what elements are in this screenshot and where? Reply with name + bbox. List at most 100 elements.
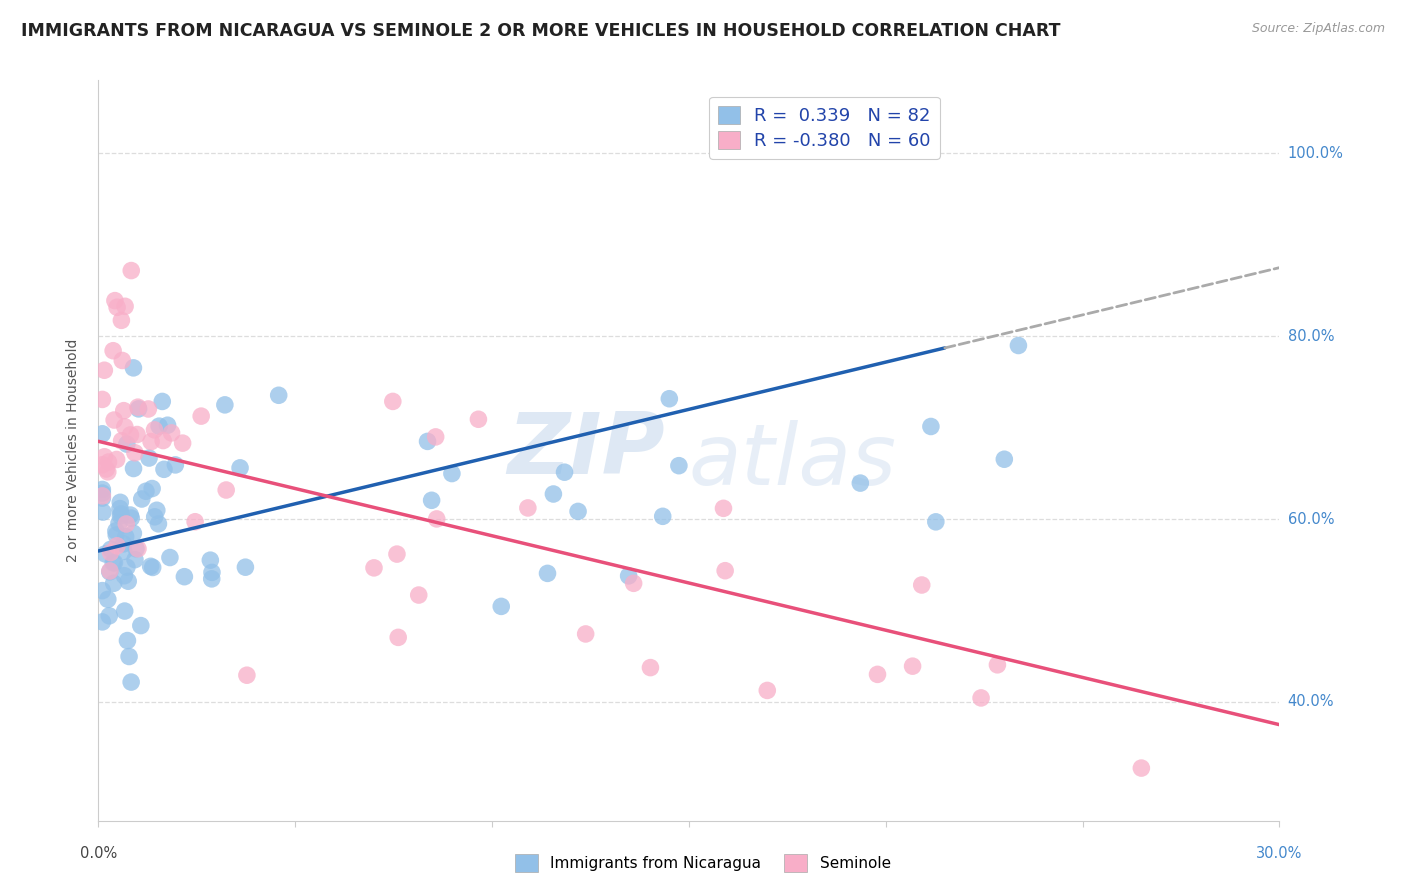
Point: [425, 430, 447, 444]
Point: [420, 493, 443, 508]
Point: [201, 572, 224, 586]
Point: [849, 476, 872, 491]
Point: [93, 363, 115, 377]
Point: [146, 503, 169, 517]
Point: [640, 660, 662, 674]
Point: [152, 434, 174, 448]
Point: [416, 434, 439, 449]
Point: [200, 553, 222, 567]
Point: [139, 559, 162, 574]
Point: [866, 667, 889, 681]
Point: [713, 501, 735, 516]
Point: [127, 541, 149, 556]
Text: 0.0%: 0.0%: [80, 846, 117, 861]
Text: Source: ZipAtlas.com: Source: ZipAtlas.com: [1251, 22, 1385, 36]
Point: [104, 524, 127, 538]
Point: [617, 569, 640, 583]
Point: [567, 504, 589, 518]
Point: [105, 452, 128, 467]
Point: [986, 657, 1008, 672]
Point: [141, 482, 163, 496]
Point: [235, 560, 257, 574]
Point: [363, 561, 385, 575]
Point: [96, 462, 118, 476]
Legend: R =  0.339   N = 82, R = -0.380   N = 60: R = 0.339 N = 82, R = -0.380 N = 60: [709, 96, 939, 159]
Point: [108, 501, 131, 516]
Point: [111, 353, 134, 368]
Point: [114, 604, 136, 618]
Point: [110, 507, 132, 521]
Point: [125, 427, 148, 442]
Point: [91, 483, 114, 497]
Point: [120, 508, 142, 522]
Point: [97, 455, 120, 469]
Point: [516, 500, 538, 515]
Point: [138, 450, 160, 465]
Point: [142, 560, 165, 574]
Point: [112, 568, 135, 582]
Point: [172, 436, 194, 450]
Point: [100, 542, 122, 557]
Point: [103, 556, 125, 570]
Point: [970, 690, 993, 705]
Point: [543, 487, 565, 501]
Point: [668, 458, 690, 473]
Point: [120, 511, 142, 525]
Point: [115, 560, 138, 574]
Point: [91, 615, 114, 629]
Point: [426, 512, 449, 526]
Point: [103, 413, 125, 427]
Point: [920, 419, 942, 434]
Point: [911, 578, 934, 592]
Text: 30.0%: 30.0%: [1257, 846, 1302, 861]
Point: [91, 392, 114, 407]
Point: [105, 539, 128, 553]
Point: [201, 566, 224, 580]
Point: [184, 515, 207, 529]
Point: [91, 491, 114, 505]
Point: [112, 544, 135, 558]
Point: [138, 402, 160, 417]
Point: [122, 461, 145, 475]
Point: [658, 392, 681, 406]
Point: [110, 434, 132, 448]
Point: [150, 394, 173, 409]
Point: [110, 508, 132, 523]
Point: [901, 659, 924, 673]
Point: [114, 299, 136, 313]
Point: [153, 462, 176, 476]
Point: [105, 300, 128, 314]
Point: [381, 394, 404, 409]
Point: [440, 467, 463, 481]
Text: 100.0%: 100.0%: [1288, 146, 1344, 161]
Point: [91, 458, 114, 472]
Point: [128, 401, 150, 416]
Point: [93, 450, 115, 464]
Point: [1007, 338, 1029, 352]
Point: [190, 409, 212, 424]
Point: [110, 313, 132, 327]
Point: [623, 576, 645, 591]
Point: [117, 574, 139, 589]
Point: [91, 486, 114, 500]
Point: [124, 446, 146, 460]
Point: [103, 576, 125, 591]
Point: [105, 528, 128, 542]
Point: [110, 495, 132, 509]
Point: [651, 509, 673, 524]
Point: [229, 460, 252, 475]
Point: [103, 556, 125, 570]
Y-axis label: 2 or more Vehicles in Household: 2 or more Vehicles in Household: [66, 339, 80, 562]
Text: 80.0%: 80.0%: [1288, 329, 1334, 343]
Point: [156, 418, 179, 433]
Point: [112, 537, 135, 551]
Point: [387, 631, 409, 645]
Point: [98, 608, 121, 623]
Point: [993, 452, 1015, 467]
Point: [536, 566, 558, 581]
Point: [385, 547, 408, 561]
Point: [115, 437, 138, 451]
Point: [112, 403, 135, 417]
Point: [215, 483, 238, 497]
Text: 60.0%: 60.0%: [1288, 511, 1334, 526]
